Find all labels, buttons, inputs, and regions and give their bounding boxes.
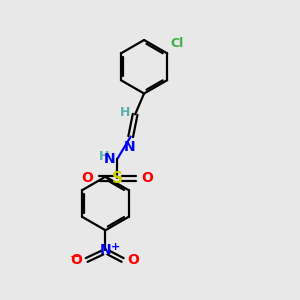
Text: N: N <box>100 243 111 256</box>
Text: H: H <box>119 106 130 119</box>
Text: +: + <box>111 242 120 252</box>
Text: O: O <box>128 253 140 267</box>
Text: S: S <box>112 171 123 186</box>
Text: H: H <box>99 150 109 163</box>
Text: O: O <box>70 253 82 267</box>
Text: O: O <box>141 171 153 185</box>
Text: N: N <box>123 140 135 154</box>
Text: N: N <box>104 152 116 166</box>
Text: O: O <box>81 171 93 185</box>
Text: Cl: Cl <box>171 38 184 50</box>
Text: −: − <box>70 251 80 264</box>
